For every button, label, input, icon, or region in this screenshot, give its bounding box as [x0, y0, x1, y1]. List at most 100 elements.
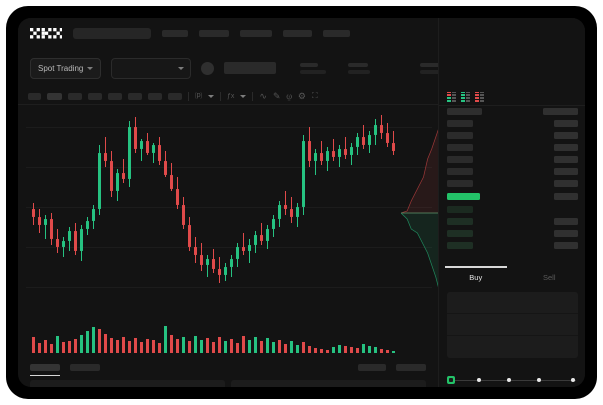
orderbook-header-row[interactable] [447, 108, 482, 115]
orderbook-view-both[interactable] [447, 91, 456, 102]
candle-type-icon[interactable]: ⒫ [195, 92, 202, 100]
volume-bar [356, 348, 359, 353]
bottom-panel-left[interactable] [30, 380, 225, 387]
volume-bar [230, 339, 233, 353]
volume-bar [212, 342, 215, 353]
order-total-field[interactable] [447, 336, 578, 358]
timeframe-1[interactable] [28, 92, 41, 100]
nav-item-2[interactable] [199, 29, 229, 37]
timeframe-4[interactable] [88, 92, 102, 100]
timeframe-8[interactable] [168, 92, 182, 100]
volume-bar [164, 326, 167, 353]
order-price-field[interactable] [447, 292, 578, 314]
chart-gridline [26, 127, 432, 128]
slider-stop[interactable] [477, 377, 481, 382]
orderbook-ask-row[interactable] [447, 144, 473, 151]
orderbook[interactable] [439, 108, 585, 263]
nav-item-1[interactable] [162, 29, 188, 37]
volume-bar [176, 339, 179, 353]
orderbook-view-toggles [439, 88, 585, 106]
amount-percent-slider[interactable] [447, 375, 578, 387]
pencil-icon[interactable]: ✎ [272, 90, 281, 101]
orderbook-ask-row[interactable] [447, 132, 473, 139]
volume-bar [32, 337, 35, 353]
orderbook-ask-row[interactable] [447, 120, 473, 127]
tab-action-2[interactable] [396, 363, 426, 371]
volume-bar [326, 350, 329, 353]
nav-item-3[interactable] [240, 29, 272, 37]
orderbook-spread-row-amount [554, 193, 578, 200]
volume-bar [320, 349, 323, 353]
slider-stop[interactable] [571, 377, 575, 382]
tab-open-orders[interactable] [30, 363, 60, 376]
orderbook-bid-row-amount [554, 242, 578, 249]
orderbook-ask-row-amount [554, 156, 578, 163]
slider-stop[interactable] [507, 377, 511, 382]
volume-bar [56, 336, 59, 353]
orderbook-ask-row[interactable] [447, 180, 473, 187]
fullscreen-icon[interactable]: ⛶ [311, 91, 318, 100]
bottom-panel-right[interactable] [231, 380, 426, 387]
stat-24h-change [348, 62, 371, 74]
market-type-button[interactable]: Spot Trading [30, 57, 102, 79]
timeframe-6[interactable] [128, 92, 142, 100]
volume-bar [290, 341, 293, 353]
camera-icon[interactable]: ⍹ [286, 90, 292, 101]
timeframe-2[interactable] [47, 92, 62, 100]
orderbook-ask-row-amount [554, 180, 578, 187]
nav-item-4[interactable] [283, 29, 312, 37]
orderbook-view-asks[interactable] [475, 91, 484, 102]
orderbook-ask-row[interactable] [447, 168, 473, 175]
orderbook-bid-row[interactable] [447, 206, 473, 213]
volume-bar [308, 346, 311, 353]
volume-bar [146, 339, 149, 353]
volume-bar [158, 343, 161, 353]
slider-stop[interactable] [537, 377, 541, 382]
active-tab-bar [445, 266, 507, 268]
okx-logo-icon[interactable] [30, 27, 62, 39]
tab-buy-label: Buy [469, 272, 483, 282]
tab-buy[interactable]: Buy [439, 266, 513, 288]
line-chart-icon[interactable]: ∿ [259, 90, 267, 101]
chevron-down-icon-2[interactable] [240, 94, 247, 98]
tab-order-history[interactable] [70, 363, 100, 371]
slider-handle[interactable] [447, 376, 455, 384]
nav-item-5[interactable] [323, 29, 350, 37]
slider-track [452, 380, 576, 381]
gear-icon[interactable]: ⚙ [297, 90, 306, 101]
chart-gridline [26, 247, 432, 248]
volume-bar [218, 337, 221, 353]
orderbook-bid-row[interactable] [447, 242, 473, 249]
chevron-down-icon[interactable] [208, 94, 214, 98]
timeframe-7[interactable] [148, 92, 162, 100]
bottom-tab-bar [18, 358, 438, 376]
tab-sell[interactable]: Sell [513, 266, 586, 288]
volume-bar [392, 351, 395, 353]
indicators-icon[interactable]: ƒx [227, 92, 235, 100]
volume-bar [386, 350, 389, 353]
active-tab-underline [30, 374, 60, 376]
price-chart[interactable] [18, 105, 438, 310]
chevron-down-icon [87, 66, 94, 70]
pair-select[interactable] [111, 57, 192, 79]
timeframe-5[interactable] [108, 92, 122, 100]
volume-bar [128, 341, 131, 353]
stat-label [348, 69, 371, 74]
orderbook-ask-row[interactable] [447, 156, 473, 163]
orderbook-view-bids[interactable] [461, 91, 470, 102]
orderbook-bid-row[interactable] [447, 230, 473, 237]
orderbook-spread-row[interactable] [447, 193, 480, 200]
tab-action-1[interactable] [358, 363, 386, 371]
stat-label [420, 69, 447, 74]
stat-value [420, 62, 441, 67]
volume-bar [272, 342, 275, 353]
volume-bar [206, 338, 209, 353]
market-type-label: Spot Trading [38, 63, 84, 73]
volume-bar [380, 349, 383, 353]
orderbook-bid-row[interactable] [447, 218, 473, 225]
chart-gridline [26, 167, 432, 168]
timeframe-3[interactable] [68, 92, 82, 100]
volume-bar [350, 347, 353, 353]
order-amount-field[interactable] [447, 314, 578, 336]
nav-search[interactable] [73, 27, 151, 39]
